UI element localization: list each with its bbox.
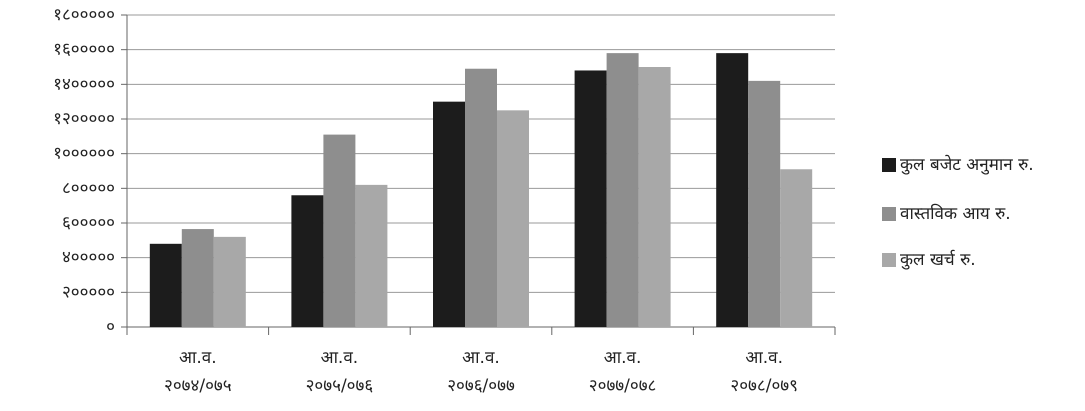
x-tick-label: आ.व. २०७६/०७७	[447, 348, 515, 396]
bar	[465, 68, 497, 327]
bar	[574, 70, 607, 327]
bar	[323, 134, 356, 327]
y-tick-label: २०००००	[62, 282, 115, 302]
y-tick-label: ४०००००	[62, 248, 115, 268]
y-tick-label: ०	[106, 317, 115, 337]
bar	[748, 80, 781, 327]
bar	[638, 67, 671, 327]
bar	[716, 53, 749, 328]
y-tick-label: १४०००००	[53, 74, 115, 94]
bar	[181, 229, 214, 327]
y-tick-label: १६०००००	[53, 40, 115, 60]
bar	[291, 195, 324, 327]
bar	[149, 243, 182, 327]
y-tick-label: १००००००	[53, 144, 115, 164]
bar	[780, 169, 813, 327]
legend-label: कुल बजेट अनुमान रु.	[900, 154, 1034, 175]
legend-swatch	[882, 253, 896, 267]
legend-swatch	[882, 158, 896, 172]
y-tick-label: १२०००००	[53, 109, 115, 129]
bar	[213, 236, 246, 327]
legend-label: वास्तविक आय रु.	[900, 203, 1011, 224]
legend-swatch	[882, 207, 896, 221]
y-tick-label: ६०००००	[62, 213, 115, 233]
x-tick-label: आ.व. २०७५/०७६	[305, 348, 374, 396]
legend-label: कुल खर्च रु.	[900, 249, 976, 270]
y-tick-label: ८०००००	[62, 178, 115, 198]
x-tick-label: आ.व. २०७७/०७८	[588, 348, 657, 396]
bar	[433, 101, 465, 328]
bar	[355, 184, 388, 327]
x-tick-label: आ.व. २०७८/०७९	[730, 348, 798, 396]
x-tick-label: आ.व. २०७४/०७५	[163, 348, 232, 396]
bar	[497, 110, 529, 327]
y-tick-label: १८०००००	[53, 5, 115, 25]
bar	[606, 53, 639, 328]
